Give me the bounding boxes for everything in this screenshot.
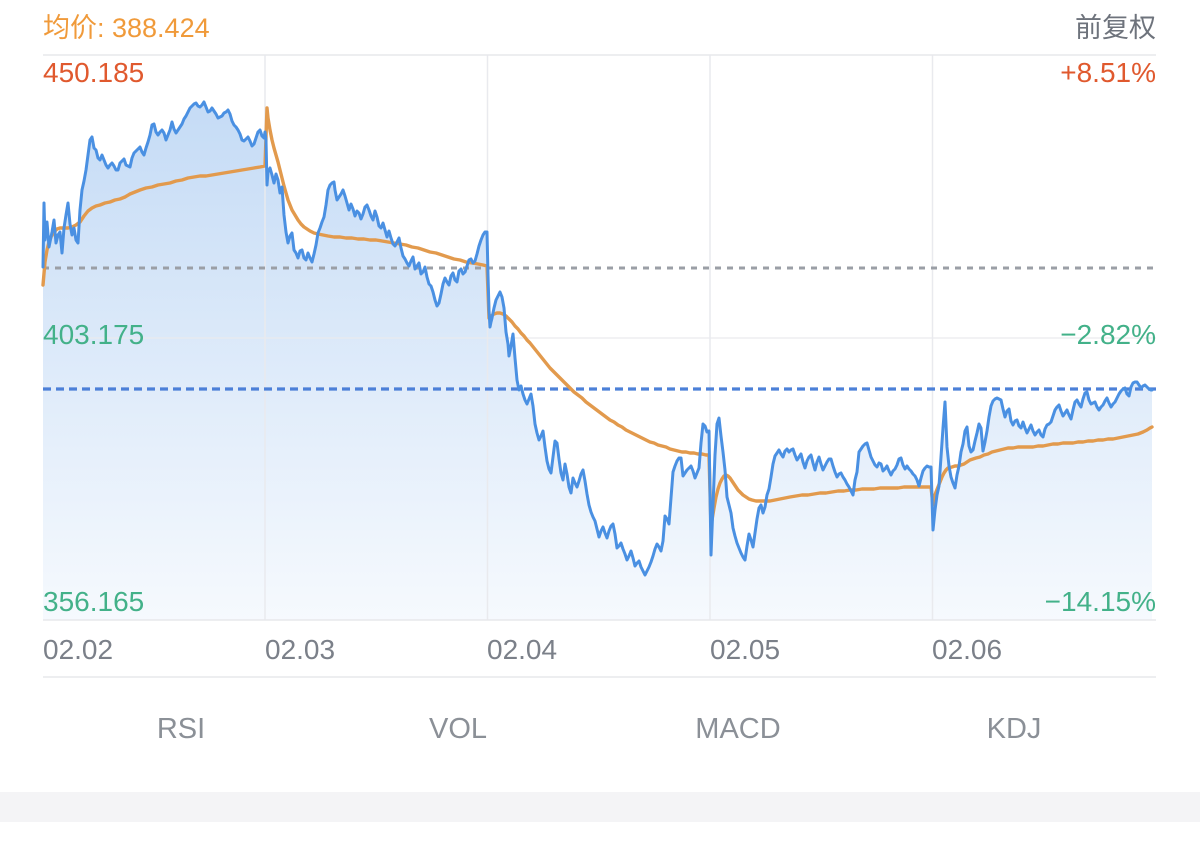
chart-canvas[interactable]: [0, 0, 1200, 700]
indicator-tab-bar: RSI VOL MACD KDJ: [0, 712, 1200, 748]
x-axis-date-2: 02.03: [265, 634, 336, 665]
bottom-panel: [0, 792, 1200, 822]
y-axis-mid-pct-label: −2.82%: [1060, 319, 1156, 350]
x-axis-date-5: 02.06: [932, 634, 1003, 665]
tab-kdj[interactable]: KDJ: [986, 713, 1042, 745]
y-axis-high-pct-label: +8.51%: [1060, 57, 1156, 88]
x-axis-date-1: 02.02: [43, 634, 114, 665]
average-price-label: 均价: 388.424: [43, 13, 210, 43]
x-axis-date-3: 02.04: [487, 634, 558, 665]
five-day-chart[interactable]: 450.185 403.175 356.165 +8.51% −2.82% −1…: [0, 0, 1200, 700]
chart-header: 均价: 388.424 前复权: [0, 12, 1200, 46]
tab-vol[interactable]: VOL: [428, 713, 488, 745]
y-axis-low-pct-label: −14.15%: [1044, 586, 1156, 617]
y-axis-low-label: 356.165: [43, 586, 145, 617]
price-line: [41, 100, 1154, 577]
price-area-fill: [43, 102, 1152, 620]
x-axis-date-4: 02.05: [710, 634, 781, 665]
adjust-mode-toggle[interactable]: 前复权: [1075, 13, 1156, 43]
y-axis-high-label: 450.185: [43, 57, 145, 88]
tab-macd[interactable]: MACD: [695, 713, 781, 745]
tab-rsi[interactable]: RSI: [156, 713, 206, 745]
y-axis-mid-label: 403.175: [43, 319, 145, 350]
